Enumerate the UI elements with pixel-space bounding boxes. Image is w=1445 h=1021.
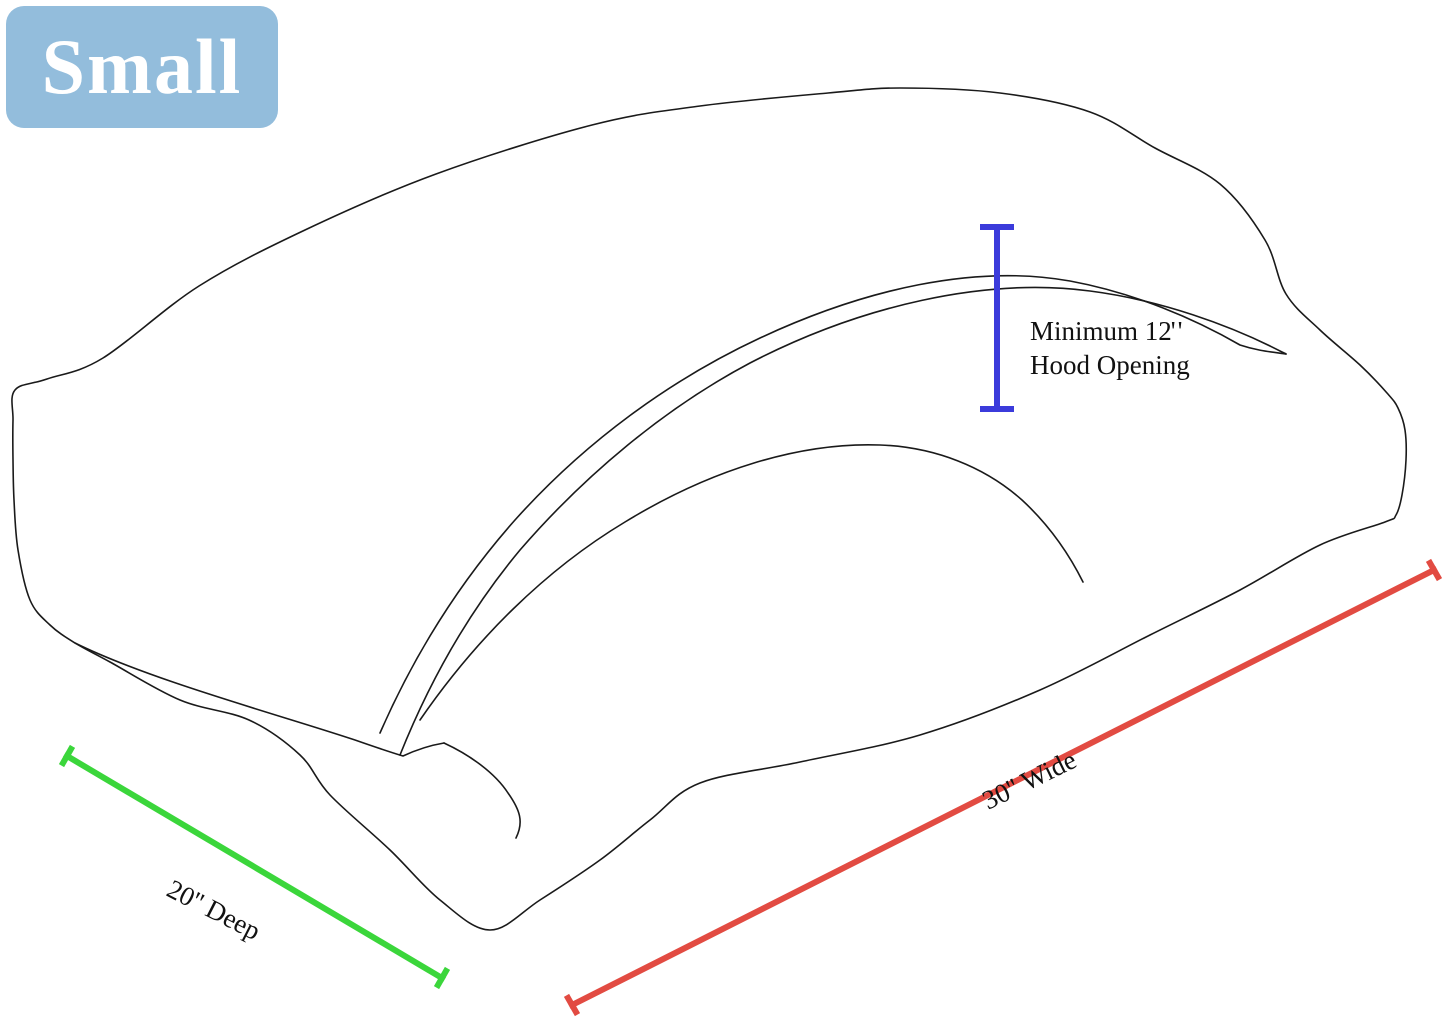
svg-text:Hood Opening: Hood Opening bbox=[1030, 350, 1190, 380]
svg-text:Minimum 12'': Minimum 12'' bbox=[1030, 316, 1185, 346]
svg-text:20'' Deep: 20'' Deep bbox=[162, 874, 265, 946]
svg-text:30'' Wide: 30'' Wide bbox=[977, 744, 1080, 815]
